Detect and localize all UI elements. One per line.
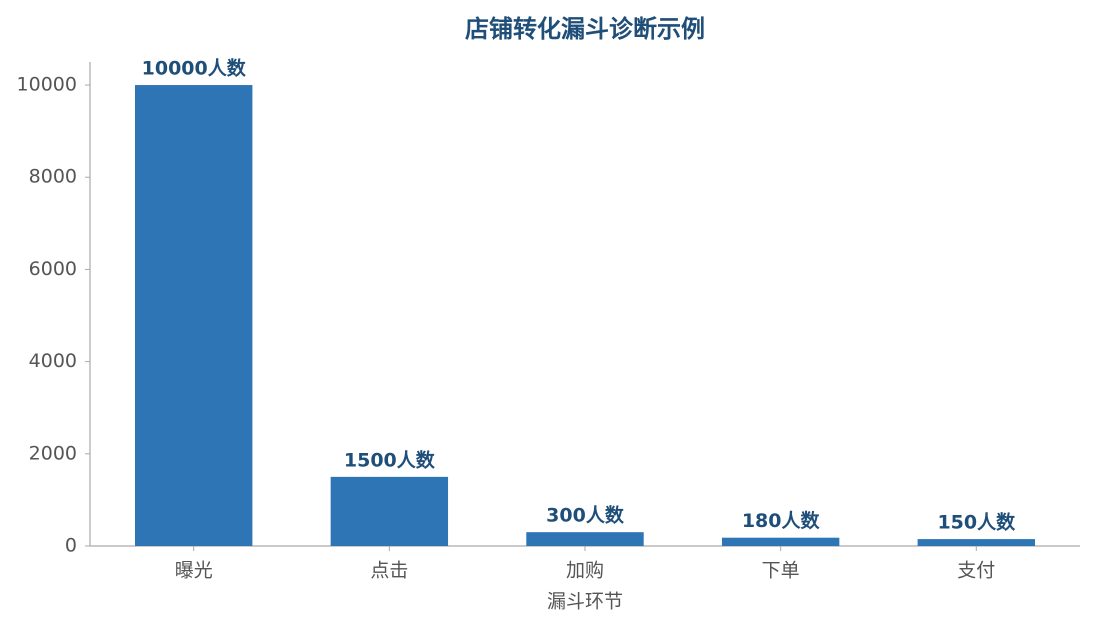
value-label: 300人数 — [546, 504, 625, 527]
bar — [330, 476, 449, 546]
y-tick-label: 8000 — [29, 166, 77, 188]
value-label: 1500人数 — [344, 448, 436, 471]
x-tick-label: 点击 — [370, 560, 408, 582]
y-tick-label: 10000 — [17, 74, 77, 96]
y-tick-label: 2000 — [29, 442, 77, 464]
chart-title: 店铺转化漏斗诊断示例 — [465, 15, 705, 43]
bar — [526, 532, 644, 546]
x-axis-label: 漏斗环节 — [547, 591, 623, 613]
y-tick-label: 6000 — [29, 258, 77, 280]
value-label: 180人数 — [742, 509, 821, 532]
x-tick-label: 加购 — [566, 560, 604, 582]
value-label: 150人数 — [937, 511, 1016, 534]
x-tick-label: 下单 — [762, 560, 800, 582]
bar — [917, 539, 1035, 546]
bar — [721, 537, 840, 546]
y-tick-label: 4000 — [29, 350, 77, 372]
y-tick-label: 0 — [65, 535, 77, 557]
bar — [135, 85, 253, 547]
x-tick-label: 支付 — [957, 560, 995, 582]
value-label: 10000人数 — [142, 57, 247, 80]
x-tick-label: 曝光 — [175, 560, 213, 582]
